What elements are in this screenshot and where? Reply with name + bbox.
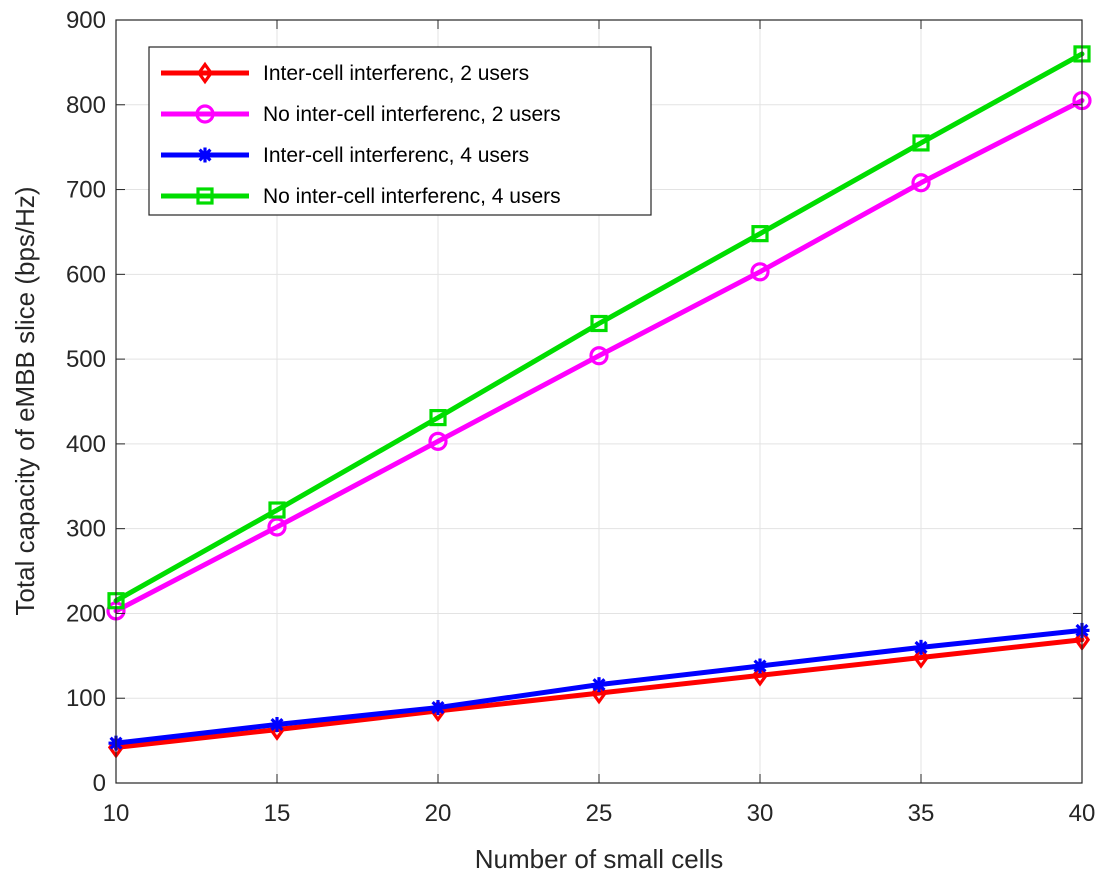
x-tick-label: 35	[908, 800, 935, 827]
x-tick-label: 30	[747, 800, 774, 827]
series-line	[113, 51, 1085, 604]
data-point	[590, 314, 608, 333]
y-tick-label: 0	[93, 770, 106, 797]
legend-item: Inter-cell interferenc, 4 users	[161, 144, 529, 167]
axis-ticks: 10 15 20 25 30 35 4001002003004005006007008009…	[66, 7, 1095, 827]
data-point	[913, 639, 929, 655]
x-tick-label: 20	[425, 800, 452, 827]
legend: Inter-cell interferenc, 2 users No inter-…	[148, 46, 652, 216]
marker-stroke	[431, 701, 445, 715]
data-point	[912, 134, 930, 152]
series-layer	[106, 45, 1092, 759]
data-point	[429, 409, 447, 427]
data-point	[912, 646, 930, 669]
y-tick-label: 300	[66, 516, 106, 543]
y-tick-label: 100	[66, 685, 106, 712]
series-4	[107, 45, 1091, 610]
legend-item: No inter-cell interferenc, 4 users	[161, 185, 561, 208]
data-point	[269, 717, 285, 733]
legend-marker	[196, 61, 214, 85]
marker-stroke	[592, 678, 606, 692]
legend-item: Inter-cell interferenc, 2 users	[161, 61, 529, 85]
y-tick-label: 500	[66, 346, 106, 373]
legend-label: Inter-cell interferenc, 2 users	[263, 62, 529, 85]
y-tick-label: 600	[66, 261, 106, 288]
legend-item: No inter-cell interferenc, 2 users	[161, 103, 561, 126]
legend-label: Inter-cell interferenc, 4 users	[263, 144, 529, 167]
x-tick-label: 10	[103, 800, 130, 827]
data-point	[911, 173, 931, 193]
data-point	[750, 262, 770, 282]
y-tick-label: 200	[66, 600, 106, 627]
data-point	[268, 501, 286, 519]
data-point	[752, 658, 768, 674]
series-line	[113, 98, 1085, 614]
x-tick-label: 40	[1069, 800, 1096, 827]
data-point	[591, 677, 607, 693]
y-tick-label: 400	[66, 431, 106, 458]
data-point	[430, 700, 446, 716]
x-axis-label: Number of small cells	[475, 844, 724, 873]
x-tick-label: 15	[264, 800, 291, 827]
marker-stroke	[914, 640, 928, 654]
y-axis-label: Total capacity of eMBB slice (bps/Hz)	[10, 186, 40, 615]
y-tick-label: 900	[66, 7, 106, 34]
legend-label: No inter-cell interferenc, 4 users	[263, 185, 561, 208]
legend-marker	[197, 147, 213, 163]
data-point	[589, 346, 609, 366]
data-point	[428, 431, 448, 451]
x-tick-label: 25	[586, 800, 613, 827]
data-point	[751, 664, 769, 687]
y-tick-label: 800	[66, 92, 106, 119]
y-tick-label: 700	[66, 177, 106, 204]
legend-marker	[195, 104, 215, 124]
data-point	[267, 517, 287, 537]
legend-label: No inter-cell interferenc, 2 users	[263, 103, 561, 126]
data-point	[751, 225, 769, 243]
legend-marker	[196, 187, 214, 205]
marker-stroke	[198, 148, 212, 162]
marker-stroke	[270, 717, 284, 732]
marker-stroke	[753, 659, 767, 673]
